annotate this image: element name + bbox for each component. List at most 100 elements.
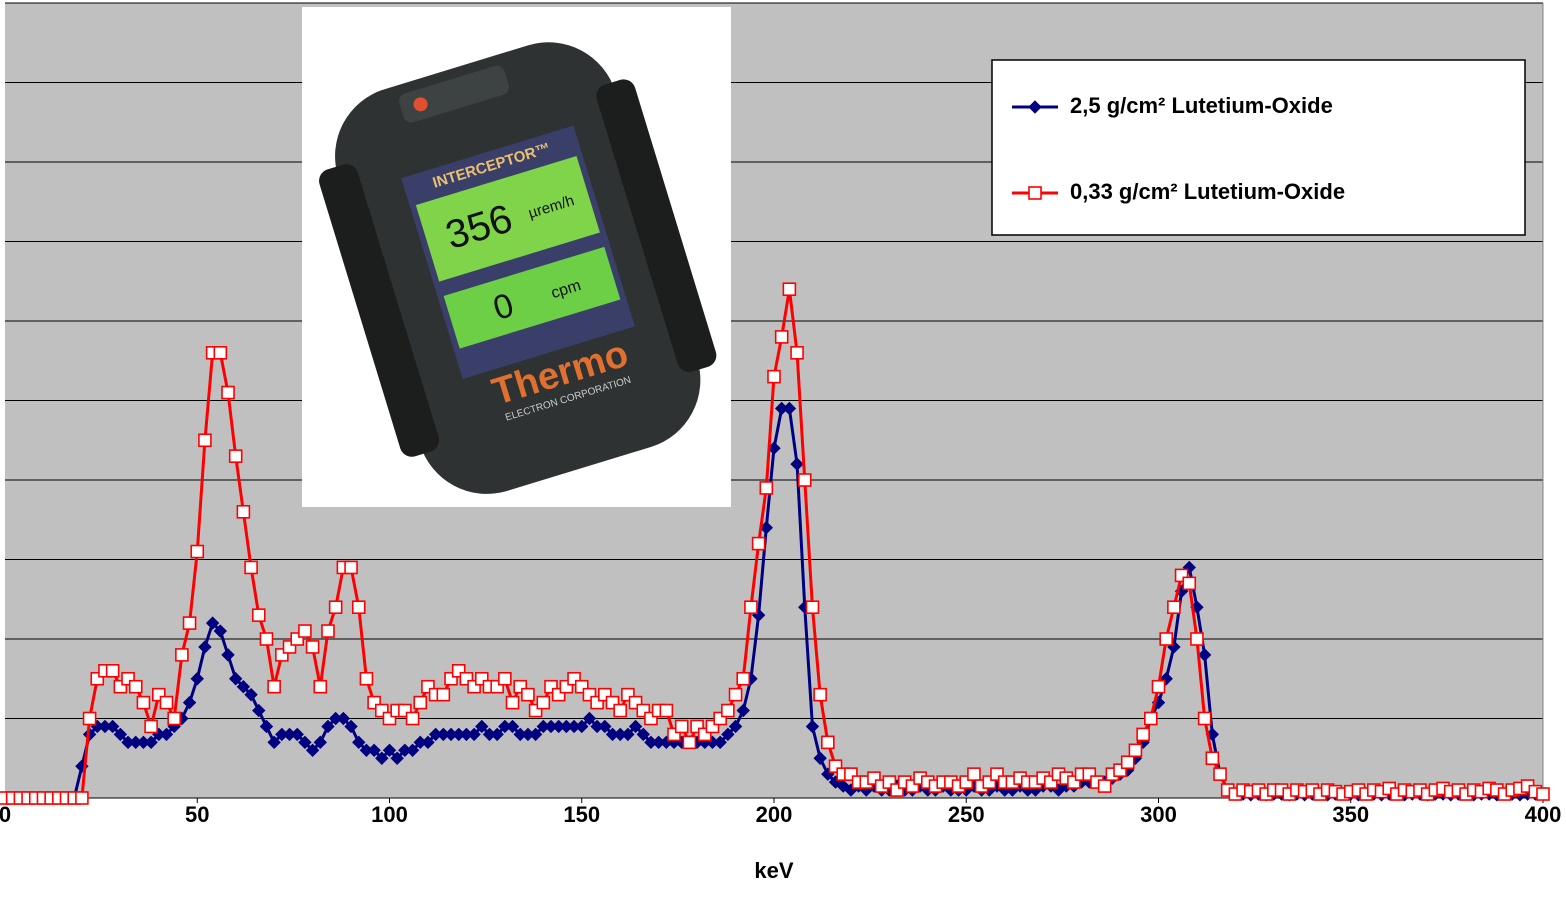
point	[759, 481, 774, 495]
x-tick-label: 350	[1332, 802, 1369, 827]
point	[505, 695, 520, 710]
point	[628, 719, 643, 734]
point	[259, 632, 274, 646]
point	[190, 672, 204, 686]
point	[536, 695, 551, 710]
point	[182, 695, 197, 710]
point	[721, 727, 735, 742]
point	[1159, 632, 1173, 646]
point	[382, 743, 397, 758]
series	[0, 282, 1550, 805]
point	[490, 727, 504, 742]
point	[351, 600, 366, 615]
point	[405, 743, 420, 758]
point	[805, 600, 820, 615]
point	[505, 719, 520, 734]
point	[713, 735, 727, 750]
point	[744, 600, 758, 615]
x-tick-label: 400	[1525, 802, 1562, 827]
point	[621, 727, 635, 742]
x-tick-label: 200	[756, 802, 793, 827]
point	[682, 735, 697, 750]
point	[144, 735, 158, 750]
screen-lower	[443, 246, 621, 349]
point	[782, 401, 797, 416]
point	[1536, 787, 1550, 801]
point	[321, 624, 335, 638]
series-layer	[0, 282, 1550, 805]
point	[82, 711, 97, 726]
point	[821, 735, 835, 750]
point	[751, 536, 766, 551]
point	[328, 600, 343, 615]
point	[467, 727, 481, 742]
point	[390, 751, 404, 765]
point	[782, 282, 797, 297]
point	[359, 671, 374, 686]
point	[575, 719, 589, 734]
point	[267, 679, 281, 694]
device-grip	[596, 79, 717, 373]
point	[1167, 600, 1181, 615]
point	[1190, 632, 1204, 646]
point	[436, 687, 451, 702]
legend-label: 0,33 g/cm² Lutetium-Oxide	[1070, 179, 1345, 204]
point	[721, 703, 735, 718]
point	[213, 345, 228, 360]
point	[1213, 767, 1227, 781]
point	[767, 369, 781, 384]
point	[313, 735, 327, 750]
point	[167, 711, 181, 726]
legend-label: 2,5 g/cm² Lutetium-Oxide	[1070, 93, 1333, 118]
point	[236, 504, 251, 519]
point	[521, 687, 535, 702]
point	[198, 640, 212, 654]
point	[75, 791, 89, 805]
point	[182, 616, 197, 630]
point	[475, 719, 489, 734]
point	[113, 727, 128, 742]
point	[352, 735, 366, 750]
point	[252, 703, 266, 718]
point	[305, 743, 320, 758]
point	[813, 751, 827, 765]
point	[290, 727, 304, 742]
legend-marker	[1028, 100, 1042, 114]
point	[344, 560, 358, 575]
point	[736, 671, 751, 686]
point	[736, 703, 750, 718]
point	[797, 473, 812, 487]
point	[244, 687, 258, 702]
point	[159, 727, 174, 742]
point	[805, 719, 820, 734]
point	[582, 711, 597, 726]
point	[1128, 743, 1143, 758]
point	[1197, 648, 1212, 662]
point	[405, 711, 420, 726]
point	[375, 751, 389, 765]
x-tick-label: 0	[0, 802, 11, 827]
point	[528, 727, 543, 742]
point	[221, 648, 235, 662]
point	[613, 703, 628, 718]
point	[813, 687, 827, 702]
point	[267, 735, 281, 750]
point	[336, 711, 351, 726]
point	[598, 719, 612, 734]
led	[413, 97, 428, 112]
point	[198, 433, 212, 448]
point	[221, 385, 235, 400]
point	[659, 703, 674, 718]
x-tick-label: 50	[185, 802, 209, 827]
point	[244, 560, 258, 575]
device-grip	[319, 164, 440, 457]
point	[190, 544, 205, 559]
point	[1205, 751, 1220, 766]
point	[228, 449, 243, 463]
legend-marker	[1028, 186, 1042, 200]
point	[728, 687, 743, 702]
point	[298, 624, 312, 638]
point	[228, 672, 243, 686]
point	[636, 727, 650, 742]
